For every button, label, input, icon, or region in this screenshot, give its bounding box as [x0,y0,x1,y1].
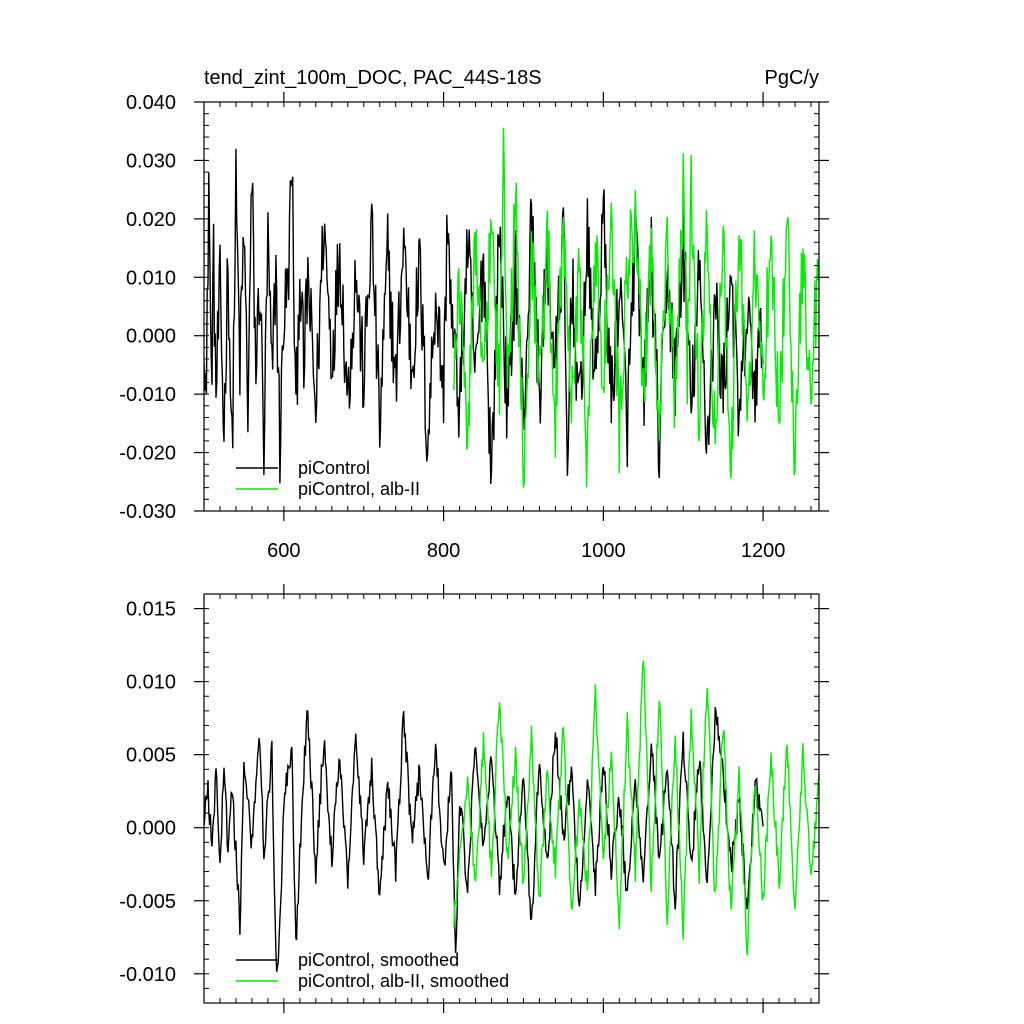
series-line-alb-ii [453,660,819,956]
y-tick-label: -0.010 [119,964,176,986]
x-tick-label: 1000 [581,540,626,562]
y-tick-label: 0.010 [126,267,176,289]
bottom-panel: -0.010 -0.005 0.000 0.005 0.010 0.015 piContro… [119,584,829,1013]
y-tick-label: -0.005 [119,891,176,913]
plot-frame [203,101,820,512]
series-line-picontrol [204,706,764,972]
x-tick-label: 1200 [741,540,786,562]
legend-label: piControl, smoothed [298,950,459,970]
top-panel: -0.030 -0.020 -0.010 0.000 0.010 0.020 0.030 0.… [119,92,829,562]
legend-label: piControl [298,458,370,478]
y-tick-label: -0.010 [119,384,176,406]
y-tick-label: 0.015 [126,599,176,621]
y-tick-label: -0.030 [119,501,176,523]
chart-title: tend_zint_100m_DOC, PAC_44S-18S [204,67,542,89]
y-tick-label: 0.005 [126,745,176,767]
units-label: PgC/y [765,67,819,89]
y-tick-label: 0.030 [126,150,176,172]
legend-label: piControl, alb-II [298,479,420,499]
y-tick-label: -0.020 [119,443,176,465]
y-tick-label: 0.010 [126,672,176,694]
x-tick-label: 600 [267,540,300,562]
legend-label: piControl, alb-II, smoothed [298,971,509,991]
y-tick-label: 0.020 [126,209,176,231]
x-tick-label: 800 [427,540,460,562]
y-tick-label: 0.000 [126,326,176,348]
y-tick-label: 0.040 [126,92,176,114]
series-line-alb-ii [453,127,819,488]
y-tick-label: 0.000 [126,818,176,840]
